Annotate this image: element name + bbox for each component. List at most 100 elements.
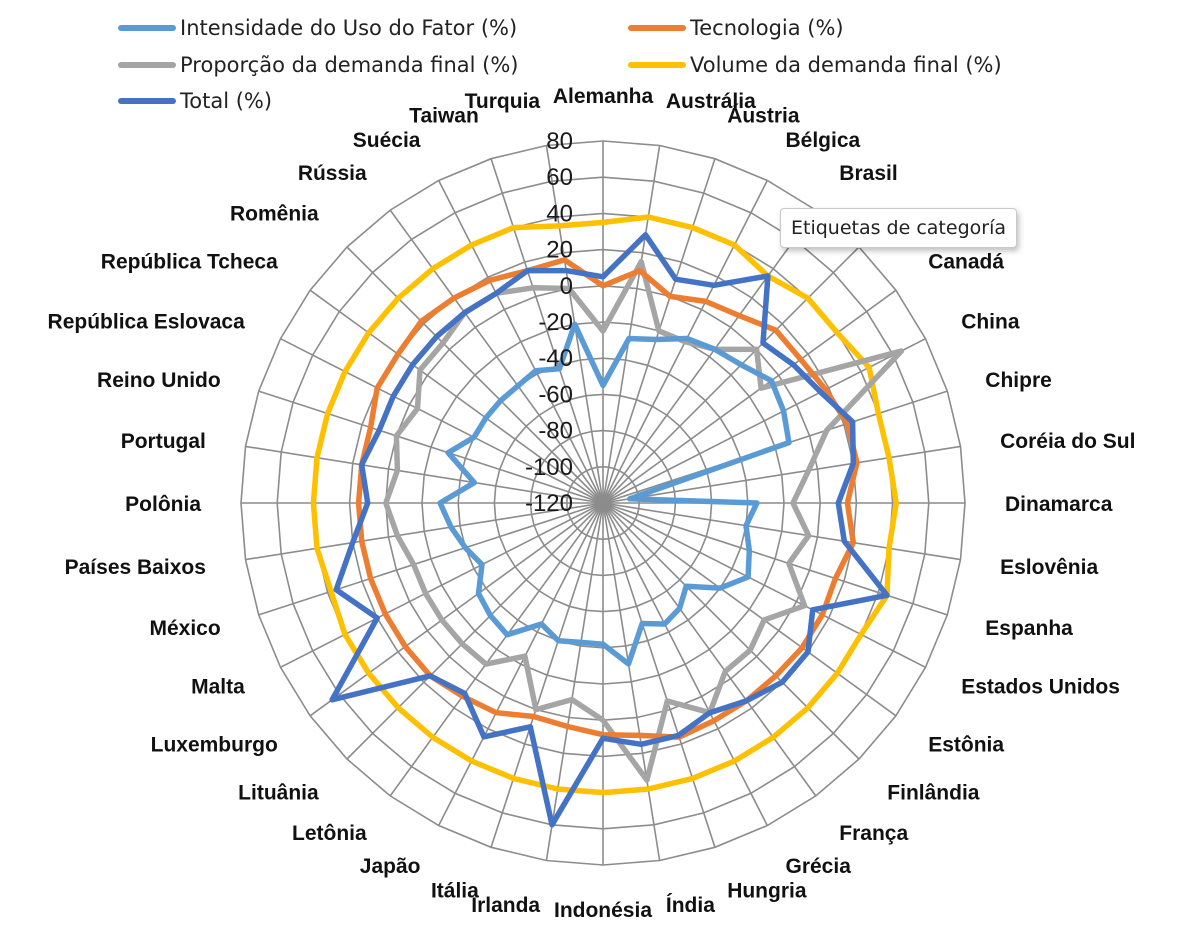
- category-label-taiwan: Taiwan: [409, 105, 479, 128]
- legend-swatch-total: [118, 98, 176, 104]
- category-label-republica-tcheca: República Tcheca: [101, 251, 278, 274]
- legend-item-proporcao[interactable]: Proporção da demanda final (%): [118, 53, 519, 77]
- grid-spoke-35: [346, 246, 604, 504]
- category-label-mexico: México: [149, 617, 220, 640]
- grid-spoke-32: [258, 390, 604, 504]
- legend-swatch-volume: [628, 62, 686, 68]
- r-tick-label-0: -120: [525, 490, 573, 517]
- legend-label-proporcao: Proporção da demanda final (%): [180, 53, 519, 77]
- grid-spoke-22: [490, 502, 604, 848]
- grid-spoke-27: [280, 502, 604, 669]
- legend-label-volume: Volume da demanda final (%): [690, 53, 1002, 77]
- legend-swatch-tecnologia: [628, 25, 686, 31]
- category-label-dinamarca: Dinamarca: [1005, 493, 1113, 516]
- category-label-romenia: Romênia: [230, 203, 319, 226]
- grid-spoke-24: [389, 502, 604, 797]
- radar-series: [310, 214, 905, 828]
- grid-spoke-19: [602, 502, 661, 861]
- category-label-indonesia: Indonésia: [554, 899, 652, 922]
- category-label-franca: França: [839, 822, 908, 845]
- category-label-italia: Itália: [431, 879, 479, 902]
- r-tick-label-1: -100: [525, 454, 573, 481]
- grid-spoke-6: [602, 289, 897, 504]
- series-line-intensidade: [437, 321, 792, 667]
- category-label-estonia: Estônia: [928, 733, 1004, 756]
- grid-spoke-28: [258, 502, 604, 616]
- grid-spoke-11: [602, 502, 961, 561]
- legend-swatch-intensidade: [118, 25, 176, 31]
- grid-spoke-31: [245, 445, 604, 504]
- legend-item-tecnologia[interactable]: Tecnologia (%): [628, 16, 844, 40]
- grid-spoke-23: [437, 502, 604, 826]
- legend-item-volume[interactable]: Volume da demanda final (%): [628, 53, 1002, 77]
- legend-label-total: Total (%): [180, 89, 273, 113]
- radial-tick-labels: -120 -100 -80 -60 -40 -20 0 20 40 60 80: [525, 128, 573, 517]
- category-label-espanha: Espanha: [985, 617, 1073, 640]
- grid-spoke-4: [602, 209, 817, 504]
- category-label-letonia: Letônia: [292, 822, 367, 845]
- category-label-estados-unidos: Estados Unidos: [961, 676, 1120, 699]
- category-label-alemanha: Alemanha: [553, 85, 654, 108]
- category-label-chipre: Chipre: [985, 369, 1052, 392]
- legend-item-intensidade[interactable]: Intensidade do Uso do Fator (%): [118, 16, 517, 40]
- radar-grid: [240, 140, 966, 866]
- grid-spoke-34: [309, 289, 604, 504]
- category-label-china: China: [961, 311, 1020, 334]
- category-label-india: Índia: [666, 894, 715, 917]
- grid-spoke-38: [490, 158, 604, 504]
- grid-spoke-14: [602, 502, 897, 717]
- category-label-turquia: Turquia: [465, 90, 541, 113]
- category-label-republica-eslovaca: República Eslovaca: [48, 311, 246, 334]
- r-tick-label-6: 0: [560, 273, 573, 300]
- category-label-luxemburgo: Luxemburgo: [151, 733, 278, 756]
- category-label-coreia-do-sul: Coréia do Sul: [1000, 430, 1135, 453]
- legend-item-total[interactable]: Total (%): [118, 89, 272, 113]
- grid-spoke-21: [545, 502, 604, 861]
- grid-spoke-12: [602, 502, 948, 616]
- category-label-grecia: Grécia: [786, 855, 852, 878]
- grid-spoke-13: [602, 502, 926, 669]
- grid-spoke-17: [602, 502, 769, 826]
- r-tick-label-10: 80: [546, 128, 573, 155]
- category-label-paises-baixos: Países Baixos: [65, 556, 206, 579]
- category-label-malta: Malta: [191, 676, 245, 699]
- category-label-australia: Austrália: [666, 90, 756, 113]
- series-line-total: [329, 232, 890, 828]
- series-line-volume: [310, 214, 899, 796]
- category-label-lituania: Lituânia: [238, 781, 319, 804]
- grid-spoke-15: [602, 502, 860, 760]
- r-tick-label-7: 20: [546, 237, 573, 264]
- grid-spoke-5: [602, 246, 860, 504]
- r-tick-label-2: -80: [538, 418, 573, 445]
- r-tick-label-8: 40: [546, 200, 573, 227]
- legend-swatch-proporcao: [118, 62, 176, 68]
- category-label-hungria: Hungria: [727, 879, 807, 902]
- category-label-finlandia: Finlândia: [887, 781, 979, 804]
- category-label-austria: Áustria: [727, 105, 800, 128]
- series-line-tecnologia: [355, 257, 860, 740]
- grid-spoke-37: [437, 180, 604, 504]
- grid-spoke-29: [245, 502, 604, 561]
- category-label-belgica: Bélgica: [786, 129, 861, 152]
- category-label-reino-unido: Reino Unido: [97, 369, 221, 392]
- category-label-canada: Canadá: [928, 251, 1004, 274]
- grid-spoke-18: [602, 502, 716, 848]
- category-label-portugal: Portugal: [121, 430, 206, 453]
- category-label-japao: Japão: [360, 855, 421, 878]
- category-label-eslovenia: Eslovênia: [1000, 556, 1098, 579]
- category-labels-tooltip: Etiquetas de categoría: [780, 208, 1017, 248]
- grid-spoke-16: [602, 502, 817, 797]
- legend: Intensidade do Uso do Fator (%) Tecnolog…: [118, 14, 1058, 124]
- category-label-brasil: Brasil: [839, 162, 897, 185]
- r-tick-label-4: -40: [538, 345, 573, 372]
- category-label-russia: Rússia: [298, 162, 367, 185]
- r-tick-label-3: -60: [538, 381, 573, 408]
- grid-spoke-25: [346, 502, 604, 760]
- category-label-suecia: Suécia: [353, 129, 421, 152]
- r-tick-label-9: 60: [546, 164, 573, 191]
- series-line-proporcao: [383, 258, 905, 783]
- grid-spoke-26: [309, 502, 604, 717]
- grid-spoke-36: [389, 209, 604, 504]
